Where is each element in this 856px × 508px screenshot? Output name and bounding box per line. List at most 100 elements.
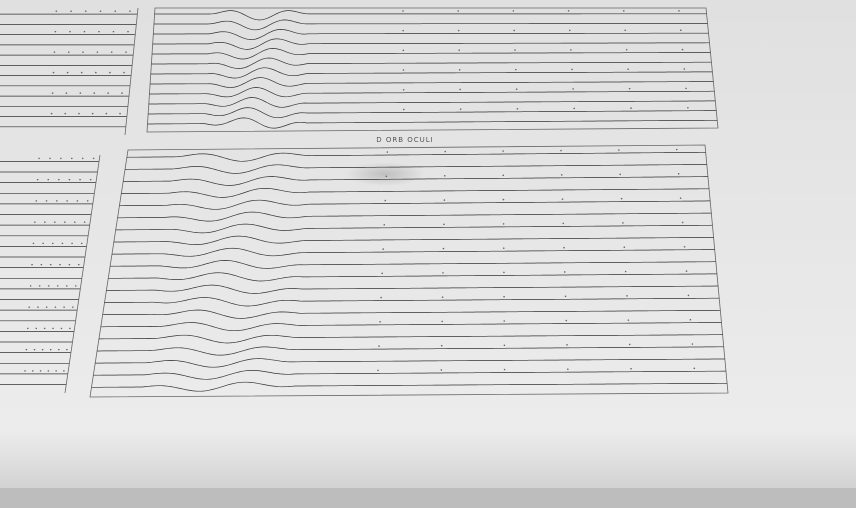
dot: [57, 285, 59, 287]
dot: [70, 10, 72, 12]
dot: [58, 349, 60, 351]
dot: [382, 248, 384, 250]
dot: [503, 272, 505, 274]
dot: [503, 223, 505, 225]
dot: [562, 198, 564, 200]
dot: [516, 88, 518, 90]
dot: [26, 349, 28, 351]
dot: [33, 243, 35, 245]
dot: [49, 158, 51, 160]
dot: [121, 92, 123, 94]
dot: [459, 69, 461, 71]
dot: [690, 319, 692, 321]
dot: [503, 247, 505, 249]
dot: [93, 158, 95, 160]
dot: [66, 92, 68, 94]
dot: [81, 72, 83, 74]
dot: [78, 113, 80, 115]
dot: [66, 200, 68, 202]
dot: [630, 107, 632, 109]
dot: [517, 108, 519, 110]
dot: [85, 10, 87, 12]
dot: [503, 199, 505, 201]
dot: [678, 173, 680, 175]
dot: [44, 221, 46, 223]
dot: [111, 51, 113, 53]
dot: [55, 306, 57, 308]
dot: [572, 88, 574, 90]
dot: [403, 50, 405, 52]
dot: [92, 113, 94, 115]
dot: [629, 88, 631, 90]
dot: [82, 158, 84, 160]
dot: [90, 179, 92, 181]
dot: [69, 264, 71, 266]
dot: [54, 51, 56, 53]
dot: [58, 179, 60, 181]
dot: [458, 30, 460, 32]
dot: [569, 30, 571, 32]
dot: [97, 51, 99, 53]
dot: [63, 306, 65, 308]
dot: [442, 272, 444, 274]
dot: [52, 243, 54, 245]
dot: [685, 88, 687, 90]
dot: [458, 49, 460, 51]
dot: [50, 264, 52, 266]
dot: [62, 243, 64, 245]
dot: [28, 306, 30, 308]
dot: [48, 370, 50, 372]
dot: [71, 243, 73, 245]
dot: [125, 51, 127, 53]
dot: [619, 174, 621, 176]
dot: [54, 221, 56, 223]
dot: [50, 349, 52, 351]
dot: [60, 158, 62, 160]
dot: [66, 285, 68, 287]
dot: [84, 221, 86, 223]
dot: [74, 221, 76, 223]
dot: [680, 197, 682, 199]
dot: [678, 10, 680, 12]
dot: [630, 368, 632, 370]
dot: [46, 200, 48, 202]
dot: [457, 10, 459, 12]
dot: [573, 108, 575, 110]
dot: [37, 179, 39, 181]
dot: [78, 264, 80, 266]
dot: [565, 295, 567, 297]
dot: [107, 92, 109, 94]
dot: [503, 320, 505, 322]
dot: [386, 175, 388, 177]
dot: [87, 200, 89, 202]
dot: [570, 49, 572, 51]
dot: [515, 69, 517, 71]
dot: [98, 31, 100, 33]
dot: [502, 175, 504, 177]
dot: [629, 344, 631, 346]
dot: [442, 296, 444, 298]
dot: [383, 224, 385, 226]
dot: [441, 321, 443, 323]
dot: [46, 306, 48, 308]
dot: [64, 113, 66, 115]
dot: [42, 243, 44, 245]
dot: [626, 295, 628, 297]
dot: [568, 10, 570, 12]
dot: [37, 306, 39, 308]
dot: [44, 328, 46, 330]
dot: [618, 149, 620, 151]
dot: [562, 223, 564, 225]
dot: [109, 72, 111, 74]
dot: [560, 150, 562, 152]
dot: [403, 109, 405, 111]
dot: [378, 345, 380, 347]
dot: [513, 30, 515, 32]
dot: [34, 349, 36, 351]
dot: [38, 158, 40, 160]
dot: [32, 370, 34, 372]
dot: [69, 179, 71, 181]
dot: [682, 222, 684, 224]
dot: [56, 10, 58, 12]
dot: [687, 107, 689, 109]
